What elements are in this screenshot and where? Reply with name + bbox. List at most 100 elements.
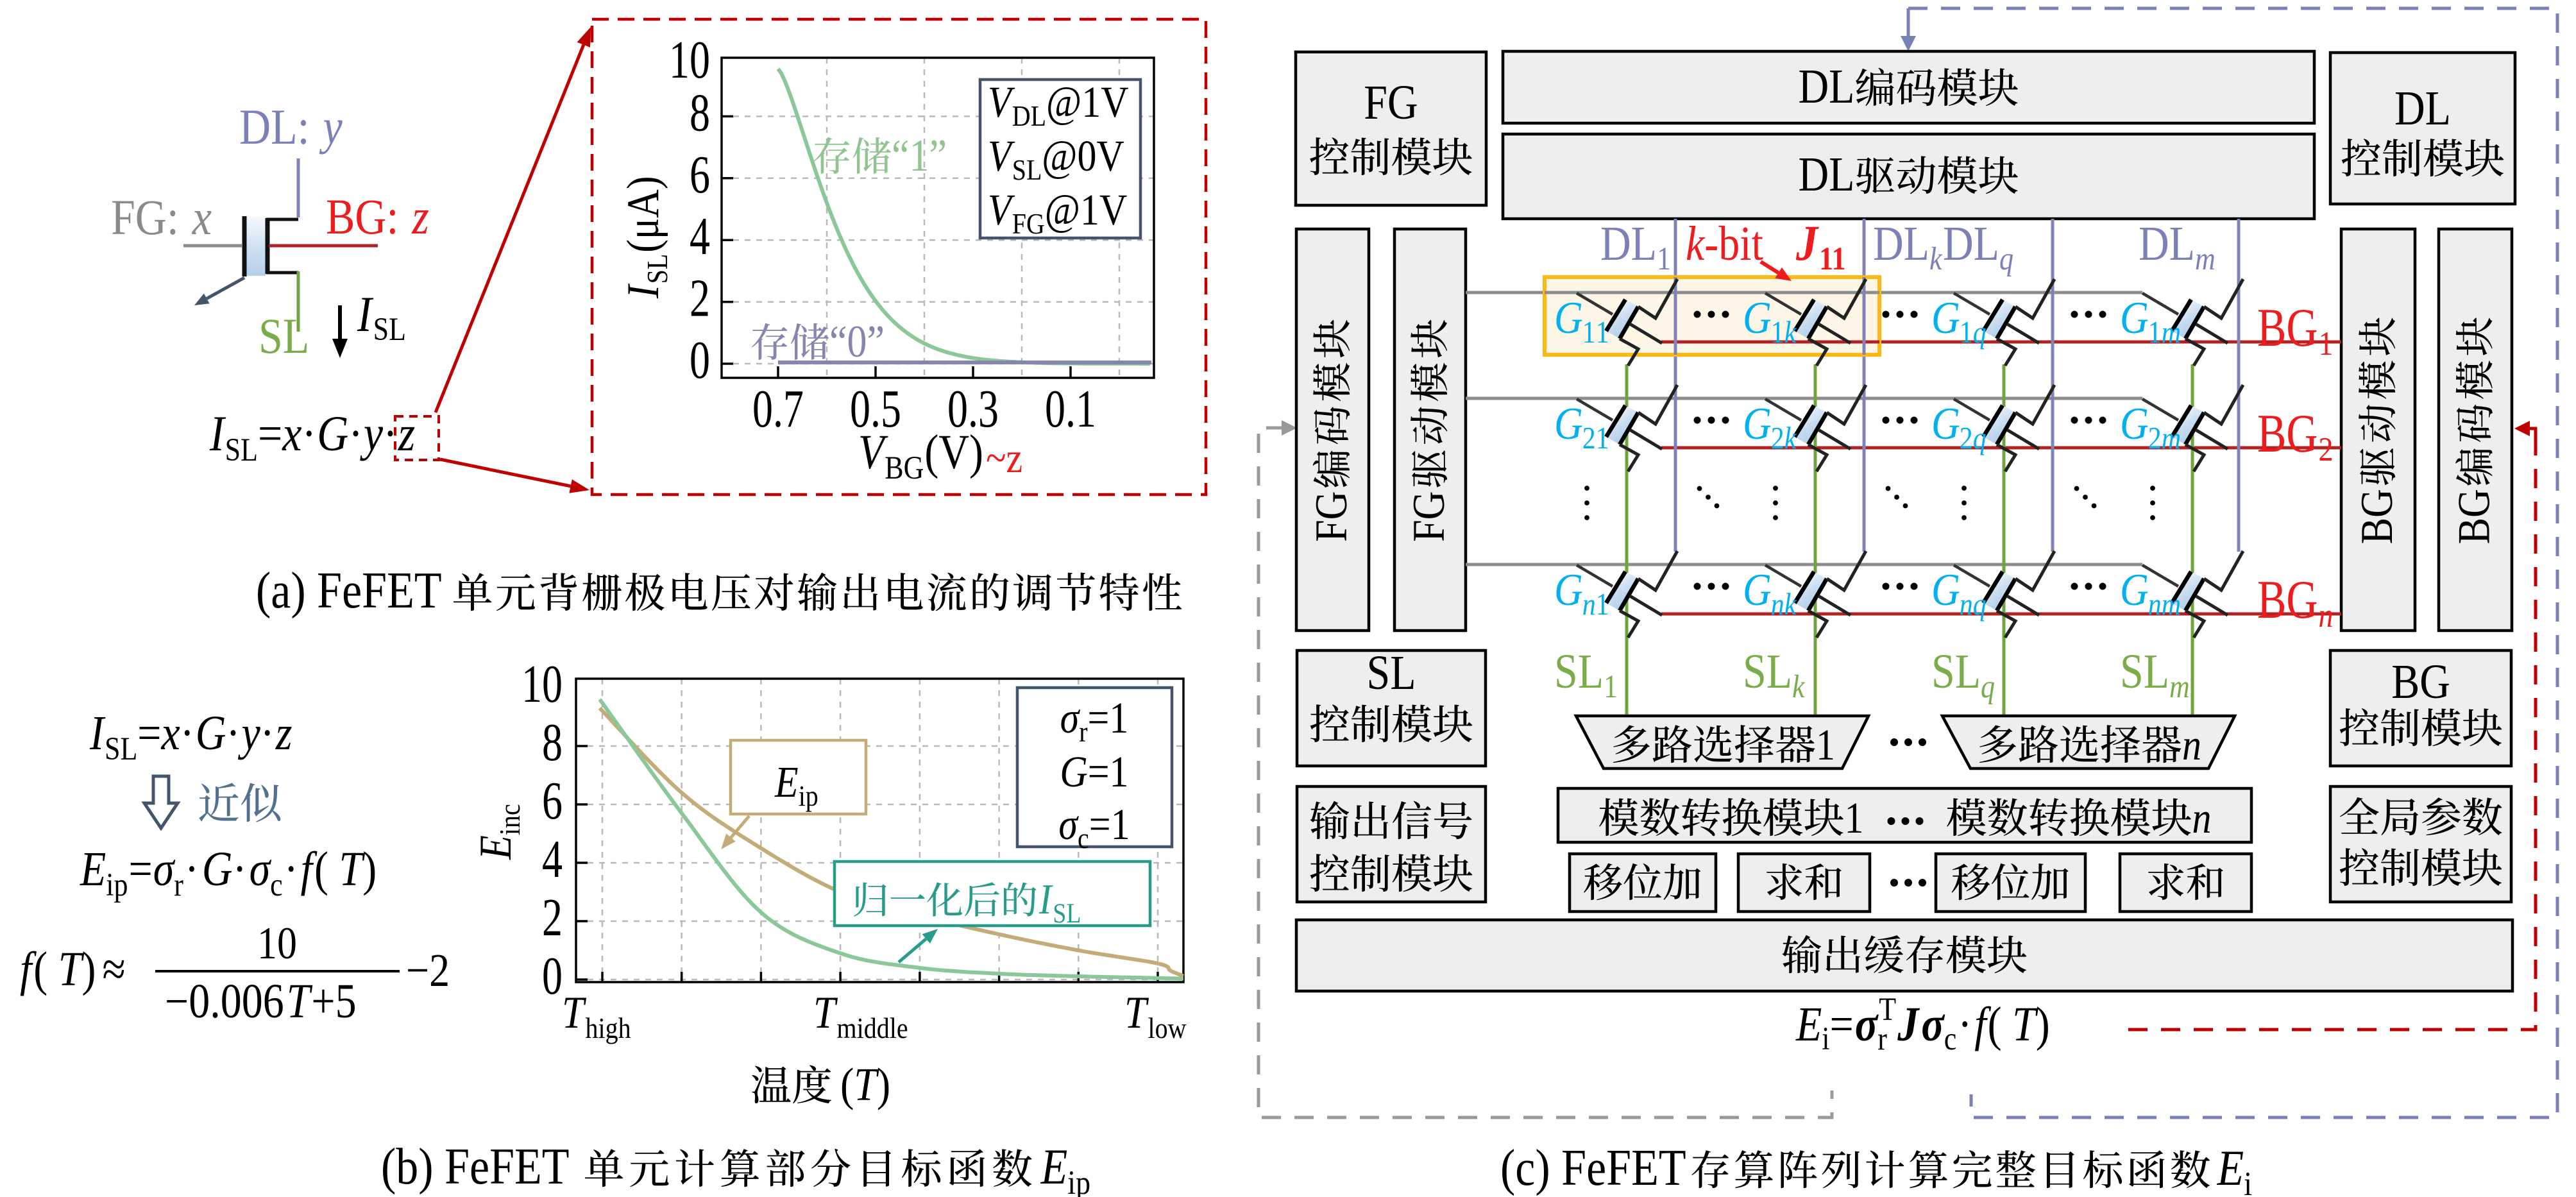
svg-text:k: k	[1686, 217, 1706, 271]
svg-text:SL: SL	[1554, 645, 1604, 699]
svg-text:1: 1	[2148, 315, 2162, 349]
svg-text:SL: SL	[1743, 645, 1792, 699]
svg-text:E: E	[774, 757, 799, 806]
svg-text:c: c	[1078, 823, 1089, 855]
svg-text:E: E	[80, 843, 106, 896]
svg-text:r: r	[1877, 1021, 1887, 1057]
svg-text:T: T	[1124, 987, 1149, 1038]
svg-text:low: low	[1148, 1013, 1187, 1045]
svg-text:·: ·	[302, 406, 317, 461]
svg-text:SL: SL	[258, 309, 309, 364]
svg-text:z: z	[398, 406, 415, 461]
svg-text:E: E	[470, 835, 521, 860]
svg-text:k: k	[1784, 315, 1797, 349]
svg-text:8: 8	[690, 84, 710, 143]
svg-text:y: y	[359, 406, 383, 461]
svg-text:=: =	[129, 843, 153, 896]
svg-text:J: J	[1897, 998, 1920, 1051]
svg-text:i: i	[2244, 1165, 2252, 1197]
svg-text:n: n	[2319, 597, 2334, 634]
svg-text:SL: SL	[105, 731, 137, 767]
svg-text:y: y	[319, 99, 343, 155]
svg-text:SL: SL	[1012, 155, 1042, 187]
svg-text:k: k	[1784, 587, 1797, 621]
svg-text:T: T	[2012, 998, 2038, 1051]
svg-text:1: 1	[1845, 793, 1864, 842]
svg-text:0: 0	[542, 947, 563, 1006]
svg-text:8: 8	[542, 713, 563, 772]
svg-text:·: ·	[180, 707, 194, 760]
svg-text:BG: BG	[2351, 489, 2402, 544]
svg-text:V: V	[988, 77, 1015, 126]
svg-text:n: n	[1960, 587, 1973, 621]
svg-text:SL: SL	[225, 432, 258, 468]
svg-text:1: 1	[1604, 669, 1618, 704]
svg-text:1: 1	[1771, 315, 1784, 349]
svg-text:σ: σ	[153, 843, 176, 896]
svg-text:n: n	[1771, 587, 1784, 621]
svg-text:@1V: @1V	[1045, 185, 1128, 234]
svg-text:G: G	[2120, 293, 2149, 343]
svg-text:SL: SL	[1367, 647, 1416, 700]
svg-text:n: n	[1582, 587, 1596, 621]
svg-text:0: 0	[690, 331, 710, 390]
svg-text:k: k	[1929, 241, 1942, 276]
svg-text:G: G	[2120, 565, 2149, 615]
svg-text:DL: DL	[1799, 60, 1855, 114]
svg-text:1: 1	[1657, 241, 1671, 276]
svg-text:m: m	[2195, 241, 2216, 276]
svg-text:q: q	[1973, 421, 1987, 455]
svg-text:=: =	[258, 406, 282, 461]
svg-text:G: G	[2120, 398, 2149, 449]
svg-text:T: T	[339, 843, 366, 896]
svg-text:m: m	[2169, 669, 2190, 704]
svg-text:(μA): (μA)	[618, 176, 668, 252]
svg-text:1: 1	[1816, 720, 1835, 769]
svg-text:2: 2	[2148, 421, 2162, 455]
svg-text:10: 10	[521, 655, 563, 714]
svg-text:1: 1	[1596, 587, 1609, 621]
svg-text:·: ·	[185, 843, 199, 896]
svg-text:i: i	[1822, 1021, 1829, 1057]
svg-text:G: G	[317, 406, 348, 461]
svg-text:G: G	[1554, 398, 1583, 449]
svg-text:x: x	[161, 707, 181, 760]
svg-text:T: T	[1879, 992, 1896, 1027]
svg-text:k: k	[1784, 421, 1797, 455]
svg-text:DL: DL	[1943, 217, 1999, 271]
svg-text:z: z	[411, 189, 428, 244]
svg-text:ip: ip	[799, 781, 818, 813]
svg-text:BG:: BG:	[326, 189, 398, 244]
svg-text:G: G	[1060, 747, 1087, 796]
svg-text:·: ·	[348, 406, 363, 461]
svg-text:y: y	[238, 707, 260, 760]
svg-text:FG: FG	[1403, 491, 1454, 542]
svg-text:T: T	[813, 987, 838, 1038]
svg-text:1: 1	[1960, 315, 1973, 349]
svg-text:BG: BG	[885, 450, 924, 486]
svg-text:DL: DL	[1799, 148, 1855, 201]
svg-text:): )	[362, 843, 377, 896]
svg-text:E: E	[1040, 1139, 1067, 1194]
svg-text:I: I	[1038, 875, 1053, 923]
svg-text:V: V	[858, 426, 888, 479]
svg-text:2: 2	[1771, 421, 1784, 455]
svg-text:2: 2	[1582, 421, 1596, 455]
svg-text:n: n	[2182, 720, 2201, 769]
svg-text:DL: DL	[2394, 82, 2451, 135]
svg-text:(: (	[33, 943, 47, 996]
svg-text:−2: −2	[406, 944, 450, 996]
svg-text:m: m	[2162, 421, 2181, 455]
svg-text:-bit: -bit	[1704, 217, 1763, 271]
svg-text:“0”: “0”	[829, 316, 885, 367]
svg-text:): )	[877, 1058, 890, 1110]
svg-text:middle: middle	[837, 1013, 908, 1045]
svg-text:G: G	[196, 707, 226, 760]
svg-text:σ: σ	[1060, 693, 1081, 742]
svg-text:E: E	[2217, 1141, 2244, 1196]
svg-text:inc: inc	[495, 804, 527, 835]
svg-text:10: 10	[669, 31, 710, 90]
svg-text:x: x	[282, 406, 301, 461]
svg-text:r: r	[1079, 717, 1087, 749]
svg-text:m: m	[2162, 587, 2181, 621]
